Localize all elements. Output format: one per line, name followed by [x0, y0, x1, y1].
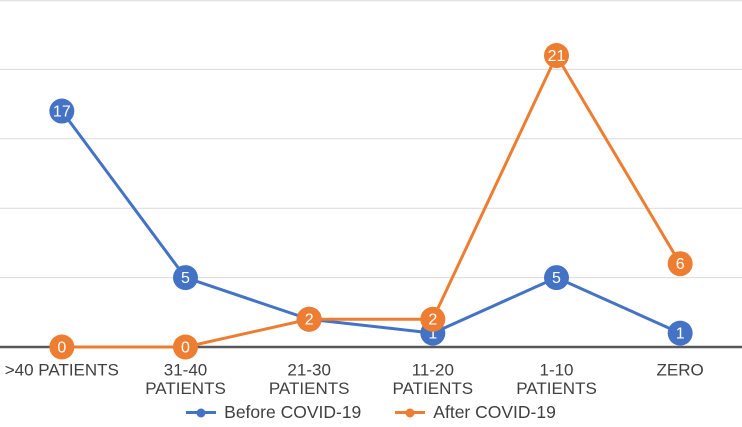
x-axis-label: ZERO [657, 361, 704, 380]
data-label-after-covid-19: 6 [676, 256, 685, 273]
data-label-before-covid-19: 5 [552, 270, 561, 287]
plot-area: 17521510022216>40 PATIENTS31-40PATIENTS2… [0, 0, 742, 398]
data-label-after-covid-19: 2 [428, 312, 437, 329]
legend-label-after-covid-19: After COVID-19 [433, 402, 556, 422]
legend-item-after-covid-19: After COVID-19 [395, 402, 556, 423]
legend-dot-orange [405, 408, 415, 417]
data-label-after-covid-19: 0 [57, 340, 66, 357]
data-point-before-covid-19 [49, 98, 75, 124]
data-point-after-covid-19 [420, 306, 446, 332]
data-label-before-covid-19: 1 [676, 326, 685, 343]
legend-line-marker-orange [395, 408, 426, 417]
data-point-before-covid-19 [544, 265, 569, 291]
data-label-before-covid-19: 17 [53, 104, 71, 121]
x-axis-label: 1-10 PATIENTS [516, 361, 597, 399]
legend-item-before-covid-19: Before COVID-19 [186, 402, 361, 423]
data-point-after-covid-19 [544, 43, 569, 69]
data-label-after-covid-19: 0 [181, 340, 190, 357]
x-axis-label: 31-40 PATIENTS [145, 361, 226, 399]
data-label-after-covid-19: 21 [548, 48, 566, 65]
series-line-before-covid-19 [60, 109, 682, 335]
data-point-before-covid-19 [173, 265, 198, 291]
legend-dot-blue [196, 408, 206, 417]
legend-line-marker-blue [186, 408, 217, 417]
data-point-before-covid-19 [667, 320, 693, 346]
x-axis-label: 21-30 PATIENTS [269, 361, 350, 399]
data-label-after-covid-19: 2 [305, 312, 314, 329]
x-axis-label: >40 PATIENTS [5, 361, 119, 380]
x-axis-label: 11-20 PATIENTS [393, 361, 474, 399]
data-point-after-covid-19 [296, 306, 322, 332]
legend-label-before-covid-19: Before COVID-19 [224, 402, 362, 422]
data-label-before-covid-19: 1 [428, 326, 437, 343]
data-point-after-covid-19 [667, 251, 693, 277]
chart-legend: Before COVID-19 After COVID-19 [0, 398, 742, 427]
data-label-before-covid-19: 5 [181, 270, 190, 287]
data-point-after-covid-19 [49, 334, 75, 360]
series-line-after-covid-19 [60, 54, 682, 349]
data-point-after-covid-19 [173, 334, 198, 360]
